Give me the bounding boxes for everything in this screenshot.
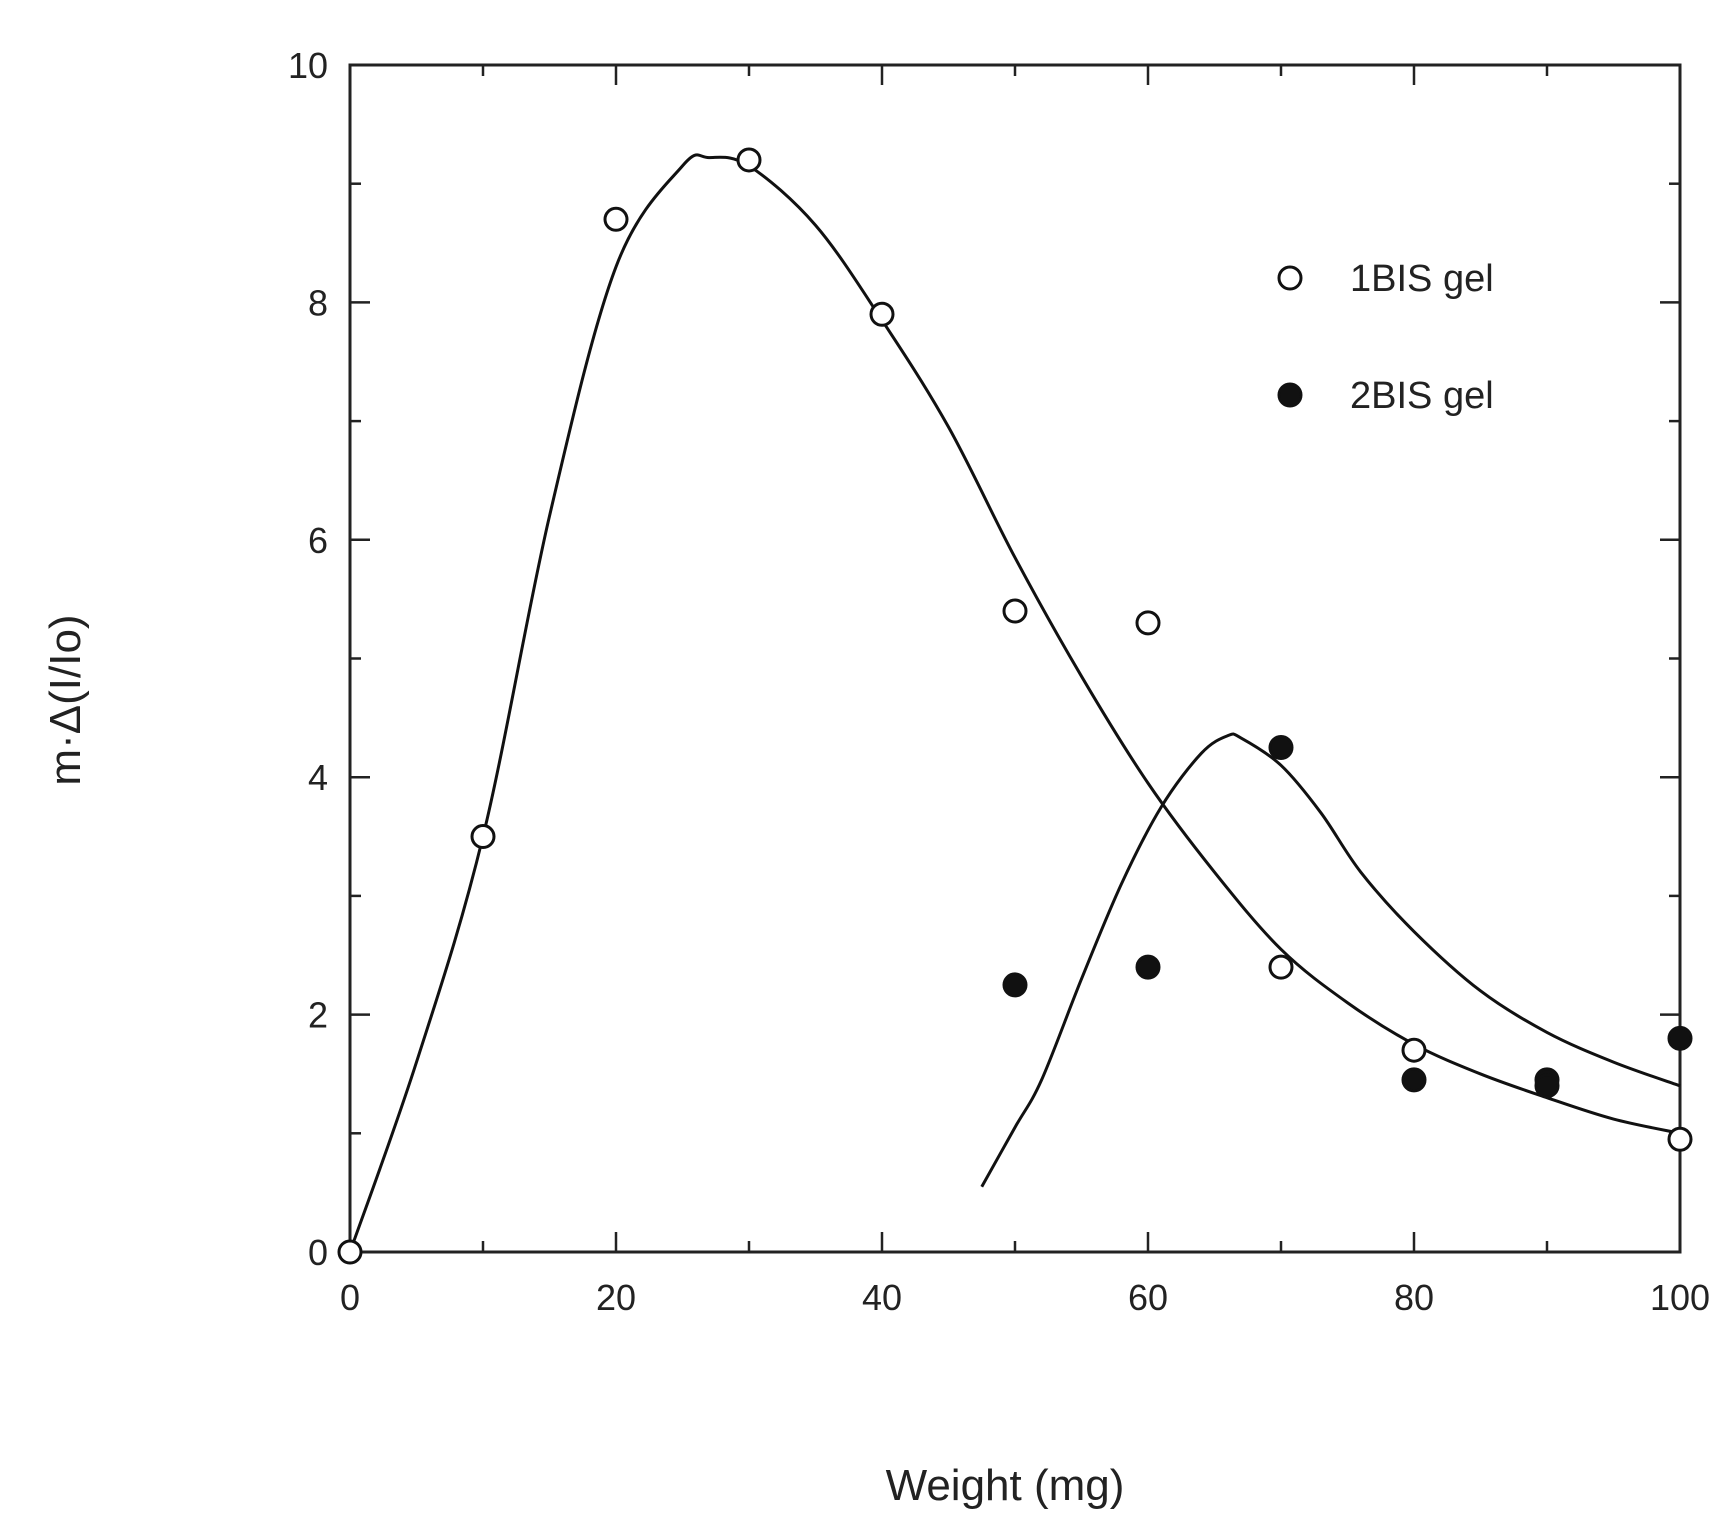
x-axis-ticks: 0 20 40 60 80 100	[340, 65, 1710, 1318]
2bis-gel-point	[1534, 1073, 1560, 1099]
legend-marker-1bis-gel	[1277, 265, 1303, 291]
fit-curves	[348, 153, 1681, 1253]
1bis-gel-point	[1135, 610, 1161, 636]
x-tick-label: 100	[1650, 1277, 1710, 1318]
y-tick-label: 2	[308, 995, 328, 1036]
y-tick-label: 10	[288, 45, 328, 86]
x-tick-label: 80	[1394, 1277, 1434, 1318]
1bis-gel-point	[337, 1239, 363, 1265]
y-tick-label: 6	[308, 520, 328, 561]
2bis-gel-point	[1667, 1025, 1693, 1051]
2bis-gel-point	[1135, 954, 1161, 980]
2bis-gel-fit-curve	[980, 732, 1681, 1188]
data-points	[337, 147, 1693, 1265]
1bis-gel-point	[1667, 1126, 1693, 1152]
1bis-gel-point	[736, 147, 762, 173]
y-axis-ticks: 0 2 4 6 8 10	[288, 45, 1680, 1273]
x-axis-title: Weight (mg)	[886, 1461, 1125, 1510]
1bis-gel-point	[1268, 954, 1294, 980]
2bis-gel-point	[1401, 1067, 1427, 1093]
1bis-gel-point	[470, 824, 496, 850]
1bis-gel-point	[1401, 1037, 1427, 1063]
legend: 1BIS gel 2BIS gel	[1277, 258, 1494, 417]
1bis-gel-fit-curve	[348, 153, 1681, 1253]
x-tick-label: 0	[340, 1277, 360, 1318]
x-tick-label: 20	[596, 1277, 636, 1318]
legend-label-2bis-gel: 2BIS gel	[1350, 375, 1494, 417]
y-tick-label: 4	[308, 757, 328, 798]
x-tick-label: 40	[862, 1277, 902, 1318]
1bis-gel-point	[603, 206, 629, 232]
2bis-gel-point	[1002, 972, 1028, 998]
x-tick-label: 60	[1128, 1277, 1168, 1318]
1bis-gel-point	[1002, 598, 1028, 624]
2bis-gel-point	[1268, 735, 1294, 761]
y-axis-title: m·Δ(I/Io)	[41, 614, 90, 785]
y-tick-label: 8	[308, 282, 328, 323]
legend-label-1bis-gel: 1BIS gel	[1350, 258, 1494, 300]
y-tick-label: 0	[308, 1232, 328, 1273]
legend-marker-2bis-gel	[1277, 382, 1303, 408]
1bis-gel-point	[869, 301, 895, 327]
